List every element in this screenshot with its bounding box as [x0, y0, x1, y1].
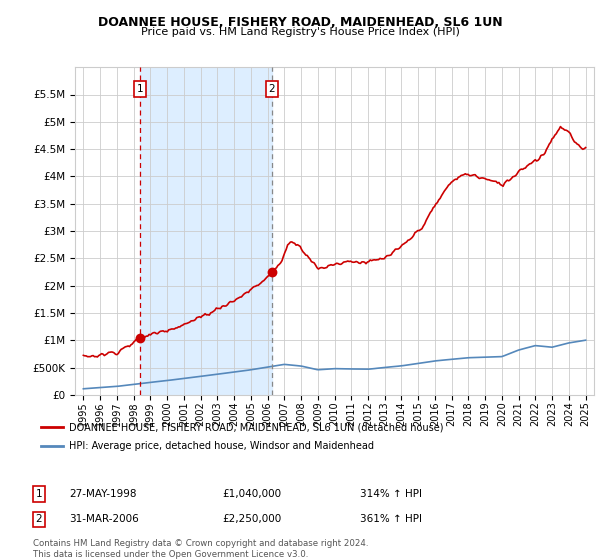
Text: Contains HM Land Registry data © Crown copyright and database right 2024.
This d: Contains HM Land Registry data © Crown c… [33, 539, 368, 559]
Text: 314% ↑ HPI: 314% ↑ HPI [360, 489, 422, 499]
Text: Price paid vs. HM Land Registry's House Price Index (HPI): Price paid vs. HM Land Registry's House … [140, 27, 460, 37]
Text: 27-MAY-1998: 27-MAY-1998 [69, 489, 137, 499]
Text: £2,250,000: £2,250,000 [222, 514, 281, 524]
Text: 2: 2 [268, 84, 275, 94]
Text: 1: 1 [137, 84, 143, 94]
Text: HPI: Average price, detached house, Windsor and Maidenhead: HPI: Average price, detached house, Wind… [69, 441, 374, 451]
Text: 1: 1 [35, 489, 43, 499]
Text: DOANNEE HOUSE, FISHERY ROAD, MAIDENHEAD, SL6 1UN: DOANNEE HOUSE, FISHERY ROAD, MAIDENHEAD,… [98, 16, 502, 29]
Text: DOANNEE HOUSE, FISHERY ROAD, MAIDENHEAD, SL6 1UN (detached house): DOANNEE HOUSE, FISHERY ROAD, MAIDENHEAD,… [69, 422, 443, 432]
Bar [140, 67, 272, 395]
Text: 2: 2 [35, 514, 43, 524]
Text: 31-MAR-2006: 31-MAR-2006 [69, 514, 139, 524]
Point [136, 334, 145, 343]
Text: 361% ↑ HPI: 361% ↑ HPI [360, 514, 422, 524]
Point [267, 268, 277, 277]
Text: £1,040,000: £1,040,000 [222, 489, 281, 499]
